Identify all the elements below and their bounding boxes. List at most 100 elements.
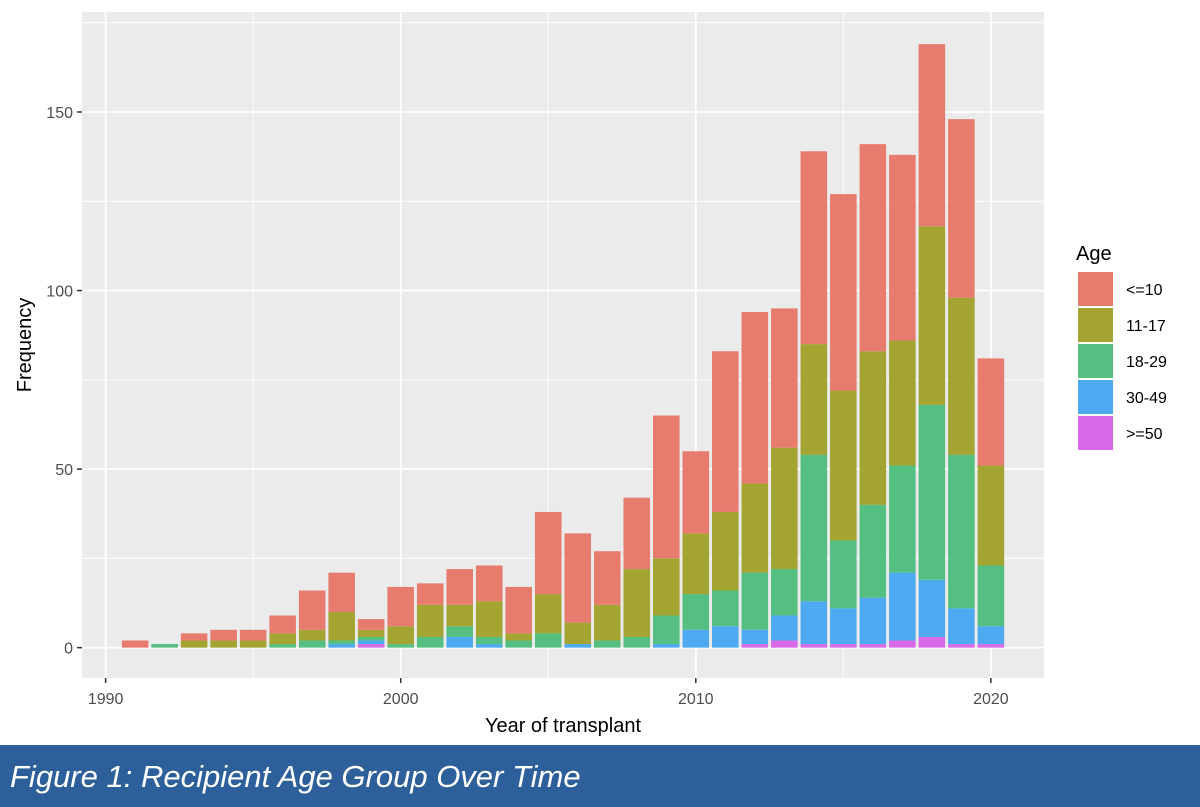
series->=50 (357, 636, 1005, 648)
bar-segment (948, 608, 975, 645)
bar-segment (889, 340, 916, 466)
legend-label: 11-17 (1126, 318, 1166, 335)
bar-segment (948, 119, 975, 298)
bar-segment (121, 640, 149, 648)
bar-segment (977, 358, 1005, 466)
bar-segment (387, 626, 414, 645)
figure-caption-bar: Figure 1: Recipient Age Group Over Time (0, 745, 1200, 807)
bar-segment (357, 636, 385, 641)
bar-segment (416, 604, 444, 637)
bar-segment (475, 636, 503, 645)
bar-segment (564, 533, 592, 623)
bar-segment (859, 504, 887, 598)
series-<=10 (121, 44, 1005, 648)
y-axis: 0 50 100 150 (46, 105, 82, 658)
bar-segment (505, 586, 533, 634)
bar-segment (771, 640, 798, 648)
bar-segment (859, 597, 887, 645)
legend-key (1078, 272, 1113, 306)
bar-segment (534, 511, 562, 595)
bar-segment (741, 572, 769, 630)
bar-segment (328, 572, 355, 612)
bar-segment (771, 569, 798, 616)
bar-segment (534, 594, 562, 634)
bar-segment (800, 601, 828, 645)
y-tick-label: 100 (46, 284, 73, 301)
bar-segment (948, 644, 975, 648)
bar-segment (859, 144, 887, 352)
bar-segment (741, 311, 769, 484)
bar-segment (948, 297, 975, 455)
x-tick-label: 2000 (383, 691, 419, 708)
bar-segment (889, 572, 916, 641)
legend-label: 30-49 (1126, 390, 1167, 407)
legend: Age <=10 11-17 18-29 30-49 >=50 (1076, 243, 1167, 450)
legend-key (1078, 308, 1113, 342)
bar-segment (889, 465, 916, 573)
bar-segment (593, 551, 621, 605)
legend-title: Age (1076, 243, 1112, 265)
bar-segment (475, 565, 503, 602)
bar-segment (564, 622, 592, 645)
bar-segment (918, 44, 946, 227)
bar-segment (977, 465, 1005, 566)
y-tick-label: 0 (64, 641, 73, 658)
bar-segment (918, 226, 946, 405)
bar-segment (357, 629, 385, 637)
bar-segment (505, 633, 533, 641)
bar-segment (298, 590, 326, 630)
bar-segment (712, 626, 739, 648)
bar-segment (475, 601, 503, 637)
bar-segment (328, 644, 355, 648)
bar-segment (298, 629, 326, 641)
x-tick-label: 1990 (88, 691, 124, 708)
series-11-17 (180, 226, 1005, 648)
bar-segment (889, 154, 916, 341)
bar-segment (593, 604, 621, 641)
y-tick-label: 150 (46, 105, 73, 122)
bar-segment (800, 344, 828, 455)
legend-label: >=50 (1126, 426, 1163, 443)
bar-segment (830, 644, 857, 648)
bar-segment (387, 644, 414, 648)
bar-segment (623, 636, 651, 648)
bar-segment (210, 629, 237, 641)
bar-segment (830, 390, 857, 541)
bar-segment (357, 619, 385, 630)
legend-key (1078, 380, 1113, 414)
bar-segment (977, 644, 1005, 648)
x-axis: 1990 2000 2010 2020 (88, 678, 1009, 708)
series-30-49 (328, 572, 1005, 648)
bar-segment (623, 569, 651, 637)
bar-segment (446, 626, 473, 637)
x-axis-label: Year of transplant (485, 715, 641, 737)
bar-segment (269, 615, 296, 634)
bar-segment (239, 640, 267, 648)
bar-segment (210, 640, 237, 648)
bar-segment (564, 644, 592, 648)
bar-segment (446, 636, 473, 648)
bar-segment (948, 454, 975, 609)
bar-segment (771, 615, 798, 641)
bar-segment (682, 533, 710, 595)
figure-caption: Figure 1: Recipient Age Group Over Time (10, 759, 581, 794)
bar-segment (712, 511, 739, 591)
legend-label: <=10 (1126, 282, 1163, 299)
bar-segment (682, 594, 710, 630)
chart: 0 50 100 150 1990 2000 2010 2020 Year of trans… (14, 12, 1167, 737)
bar-segment (180, 633, 208, 641)
bar-segment (830, 608, 857, 645)
bar-segment (741, 483, 769, 573)
bar-segment (741, 644, 769, 648)
bar-segment (712, 351, 739, 512)
bar-segment (682, 629, 710, 648)
bar-segment (800, 644, 828, 648)
x-tick-label: 2020 (973, 691, 1009, 708)
series-18-29 (151, 404, 1005, 648)
y-tick-label: 50 (55, 462, 73, 479)
bar-segment (416, 636, 444, 648)
legend-key (1078, 344, 1113, 378)
bar-segment (446, 604, 473, 627)
bar-segment (653, 644, 680, 648)
bar-segment (475, 644, 503, 648)
